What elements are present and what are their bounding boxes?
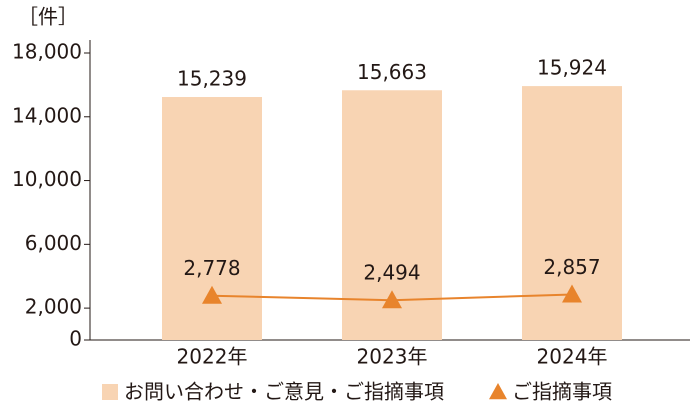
x-tick-label: 2023年 [357, 345, 428, 369]
y-tick-label: 14,000 [12, 103, 82, 127]
legend-swatch [489, 383, 507, 400]
line-value-label: 2,778 [183, 256, 240, 280]
line-value-label: 2,494 [363, 261, 420, 285]
line-marker [562, 284, 582, 303]
bar-value-label: 15,239 [177, 67, 247, 91]
legend-label: ご指摘事項 [512, 380, 612, 404]
y-tick-label: 10,000 [12, 167, 82, 191]
line-marker [202, 285, 222, 304]
bar-value-label: 15,663 [357, 60, 427, 84]
line-marker [382, 290, 402, 309]
y-axis-unit: ［件］ [18, 5, 78, 29]
bar-value-label: 15,924 [537, 56, 607, 80]
legend-swatch [102, 384, 118, 400]
y-tick-label: 18,000 [12, 40, 82, 64]
y-tick-label: 6,000 [25, 231, 82, 255]
y-tick-label: 0 [69, 327, 82, 351]
line-value-label: 2,857 [543, 255, 600, 279]
x-tick-label: 2022年 [177, 345, 248, 369]
y-tick-label: 2,000 [25, 295, 82, 319]
x-tick-label: 2024年 [537, 345, 608, 369]
legend-label: お問い合わせ・ご意見・ご指摘事項 [124, 380, 444, 404]
